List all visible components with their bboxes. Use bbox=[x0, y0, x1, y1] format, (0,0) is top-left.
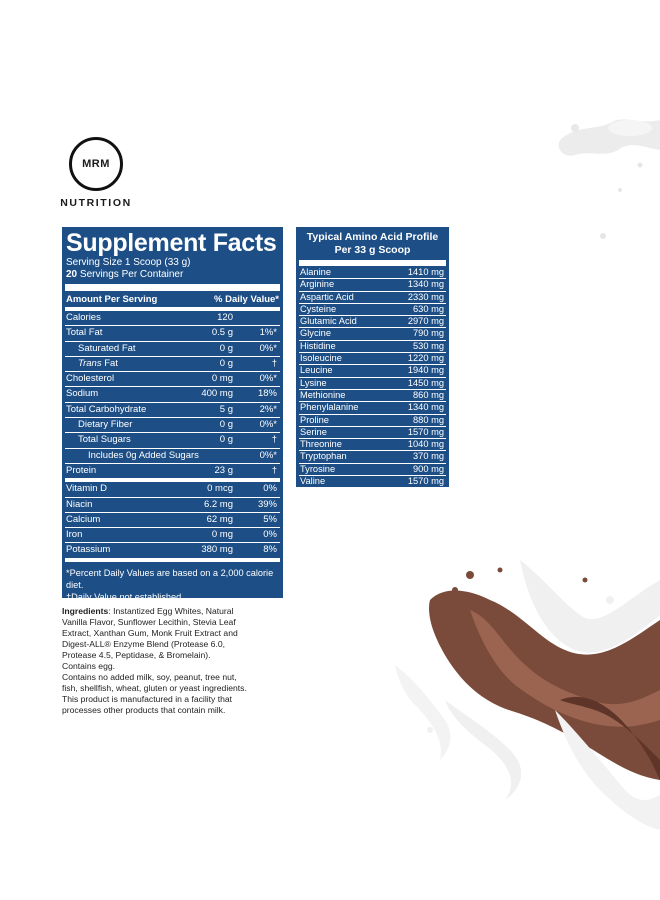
logo-mark-text: MRM bbox=[82, 158, 110, 170]
amino-subtitle: Per 33 g Scoop bbox=[334, 244, 411, 256]
amino-row: Serine 1570 mg bbox=[299, 427, 446, 440]
serving-size: Serving Size 1 Scoop (33 g) bbox=[66, 257, 191, 268]
contains-statement: Contains egg. bbox=[62, 661, 116, 671]
amino-row: Tyrosine 900 mg bbox=[299, 464, 446, 477]
facts-footnotes: *Percent Daily Values are based on a 2,0… bbox=[65, 562, 280, 603]
facts-row-potassium: Potassium 380 mg 8% bbox=[65, 543, 280, 562]
facts-row-sodium: Sodium 400 mg 18% bbox=[65, 387, 280, 403]
amino-acid-panel: Typical Amino Acid Profile Per 33 g Scoo… bbox=[296, 227, 449, 487]
footnote-daily-value: *Percent Daily Values are based on a 2,0… bbox=[66, 567, 274, 590]
facts-row-total-fat: Total Fat 0.5 g 1%* bbox=[65, 326, 280, 342]
daily-value-header: % Daily Value* bbox=[214, 294, 279, 305]
amino-row: Methionine 860 mg bbox=[299, 390, 446, 403]
allergen-statement: Contains no added milk, soy, peanut, tre… bbox=[62, 672, 247, 715]
facts-row-niacin: Niacin 6.2 mg 39% bbox=[65, 498, 280, 513]
ingredients-block: Ingredients: Instantized Egg Whites, Nat… bbox=[62, 606, 252, 716]
amino-row: Glutamic Acid 2970 mg bbox=[299, 316, 446, 329]
amino-row: Leucine 1940 mg bbox=[299, 365, 446, 378]
supplement-facts-panel: Supplement Facts Serving Size 1 Scoop (3… bbox=[62, 227, 283, 602]
facts-row-protein: Protein 23 g † bbox=[65, 464, 280, 483]
amino-row: Arginine 1340 mg bbox=[299, 279, 446, 292]
facts-row-cholesterol: Cholesterol 0 mg 0%* bbox=[65, 372, 280, 388]
facts-row-dietary-fiber: Dietary Fiber 0 g 0%* bbox=[65, 418, 280, 434]
ingredients-label: Ingredients bbox=[62, 606, 109, 616]
divider-bar bbox=[65, 307, 280, 311]
amino-row: Aspartic Acid 2330 mg bbox=[299, 292, 446, 304]
facts-row-iron: Iron 0 mg 0% bbox=[65, 528, 280, 544]
facts-header: Amount Per Serving % Daily Value* bbox=[65, 291, 280, 307]
amino-row: Isoleucine 1220 mg bbox=[299, 353, 446, 366]
facts-row-added-sugars: Includes 0g Added Sugars 0%* bbox=[65, 449, 280, 464]
facts-row-total-sugars: Total Sugars 0 g † bbox=[65, 433, 280, 449]
amino-row: Phenylalanine 1340 mg bbox=[299, 402, 446, 415]
amino-title: Typical Amino Acid Profile bbox=[306, 231, 439, 243]
amino-row: Histidine 530 mg bbox=[299, 341, 446, 354]
amino-row: Glycine 790 mg bbox=[299, 328, 446, 341]
servings-per-container: 20 Servings Per Container bbox=[65, 269, 280, 281]
amino-row: Tryptophan 370 mg bbox=[299, 451, 446, 464]
logo-wordmark: NUTRITION bbox=[60, 197, 132, 209]
servings-text: Servings Per Container bbox=[77, 269, 184, 280]
amino-row: Lysine 1450 mg bbox=[299, 378, 446, 390]
divider-bar bbox=[65, 284, 280, 291]
amino-row: Proline 880 mg bbox=[299, 415, 446, 427]
facts-row-saturated-fat: Saturated Fat 0 g 0%* bbox=[65, 342, 280, 357]
amino-row: Threonine 1040 mg bbox=[299, 439, 446, 452]
facts-row-trans-fat: Trans Fat 0 g † bbox=[65, 357, 280, 373]
logo-mark: MRM bbox=[69, 137, 123, 191]
facts-row-calories: Calories 120 bbox=[65, 311, 280, 327]
footnote-not-established: †Daily Value not established. bbox=[66, 591, 184, 602]
divider-bar bbox=[299, 260, 446, 266]
facts-row-total-carbohydrate: Total Carbohydrate 5 g 2%* bbox=[65, 403, 280, 419]
brand-logo: MRM NUTRITION bbox=[60, 137, 132, 209]
amount-header: Amount Per Serving bbox=[66, 294, 158, 305]
amino-row: Alanine 1410 mg bbox=[299, 267, 446, 280]
facts-row-calcium: Calcium 62 mg 5% bbox=[65, 513, 280, 529]
amino-row: Valine 1570 mg bbox=[300, 476, 444, 487]
ingredients-list: Ingredients: Instantized Egg Whites, Nat… bbox=[62, 606, 252, 661]
ingredients-text: : Instantized Egg Whites, Natural Vanill… bbox=[62, 606, 238, 660]
amino-rows: Alanine 1410 mg Arginine 1340 mg Aspartic … bbox=[299, 267, 446, 487]
amino-row: Cysteine 630 mg bbox=[299, 304, 446, 317]
servings-count: 20 bbox=[66, 269, 78, 280]
supplement-facts-title: Supplement Facts bbox=[66, 229, 277, 257]
